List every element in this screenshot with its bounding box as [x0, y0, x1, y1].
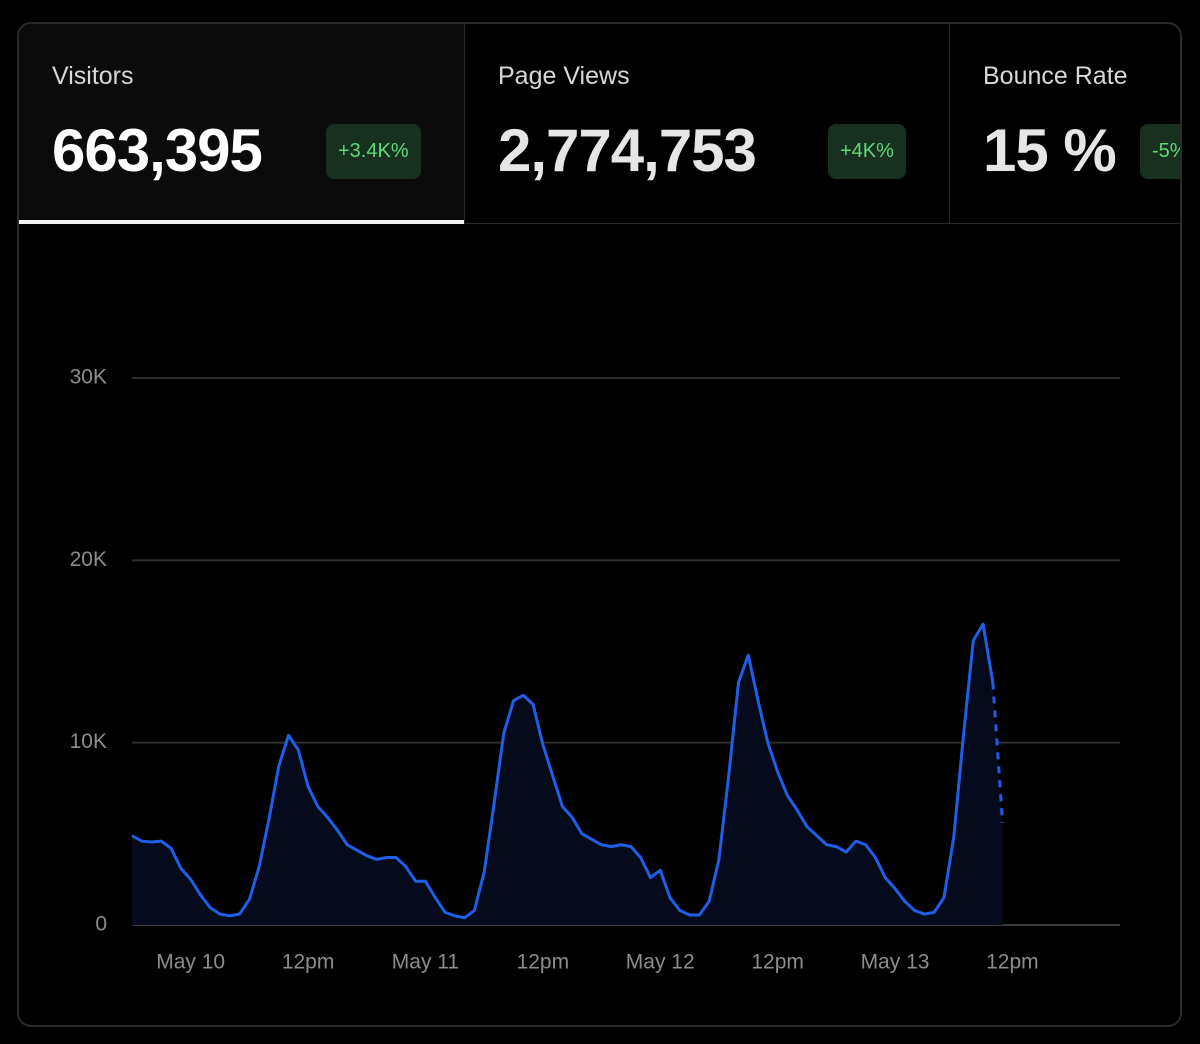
x-tick-label: 12pm	[986, 951, 1039, 974]
x-tick-label: 12pm	[517, 951, 570, 974]
y-tick-label: 20K	[70, 548, 107, 571]
y-tick-label: 30K	[70, 366, 107, 389]
tab-value: 15 %	[983, 117, 1117, 184]
x-tick-label: May 10	[156, 951, 225, 974]
change-badge: -5%	[1140, 124, 1180, 179]
x-tick-label: May 11	[392, 951, 459, 974]
change-badge: +3.4K%	[326, 124, 421, 179]
line	[131, 622, 995, 920]
area	[132, 624, 1003, 925]
tab-label: Visitors	[52, 62, 134, 90]
x-tick-label: May 12	[626, 951, 695, 974]
dashed-line	[991, 682, 1005, 823]
tab-label: Page Views	[498, 62, 630, 90]
tab-label: Bounce Rate	[983, 62, 1128, 90]
x-tick-label: May 13	[861, 951, 930, 974]
y-tick-label: 10K	[70, 730, 107, 753]
change-badge: +4K%	[828, 124, 906, 179]
y-tick-label: 0	[95, 913, 107, 936]
x-tick-label: 12pm	[282, 951, 335, 974]
tab-value: 663,395	[52, 117, 263, 184]
page-views-tab[interactable]: Page Views 2,774,753 +4K%	[465, 24, 950, 224]
bounce-rate-tab[interactable]: Bounce Rate 15 % -5%	[950, 24, 1180, 224]
analytics-card: Visitors 663,395 +3.4K% Page Views 2,774…	[17, 22, 1182, 1027]
tab-value: 2,774,753	[498, 117, 757, 184]
x-tick-label: 12pm	[751, 951, 804, 974]
visitors-tab[interactable]: Visitors 663,395 +3.4K%	[19, 24, 465, 224]
